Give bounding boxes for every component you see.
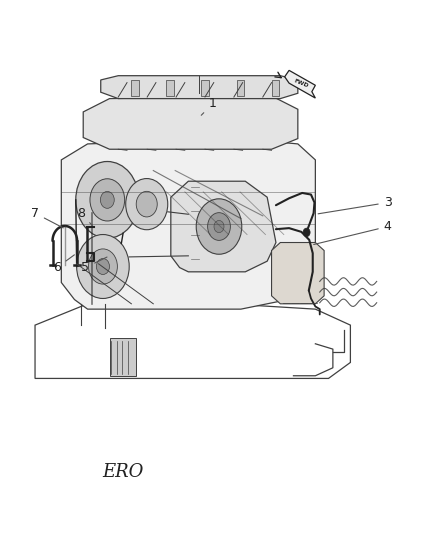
Bar [237, 80, 244, 96]
Text: 5: 5 [81, 257, 107, 274]
Polygon shape [101, 76, 298, 99]
Bar [110, 338, 136, 376]
Text: ERO: ERO [102, 463, 143, 481]
Circle shape [76, 161, 139, 238]
Text: FWD: FWD [293, 78, 309, 88]
Text: 1: 1 [201, 98, 216, 115]
Polygon shape [83, 96, 298, 149]
Polygon shape [285, 70, 315, 98]
Circle shape [196, 199, 242, 254]
Text: 7: 7 [31, 207, 63, 228]
Circle shape [96, 259, 110, 274]
Text: 6: 6 [53, 255, 74, 274]
Bar [131, 80, 139, 96]
Circle shape [90, 179, 125, 221]
Polygon shape [61, 139, 315, 309]
Circle shape [126, 179, 168, 230]
Bar [272, 80, 279, 96]
Circle shape [305, 286, 312, 295]
Circle shape [88, 249, 117, 284]
Text: 8: 8 [77, 207, 92, 225]
Circle shape [100, 191, 114, 208]
Circle shape [303, 228, 310, 237]
Text: 3: 3 [318, 196, 392, 214]
Polygon shape [272, 243, 324, 304]
Circle shape [214, 221, 224, 232]
Circle shape [136, 191, 157, 217]
Bar [201, 80, 209, 96]
Polygon shape [171, 181, 276, 272]
Bar [166, 80, 174, 96]
Text: 4: 4 [314, 220, 392, 245]
Circle shape [208, 213, 230, 240]
Circle shape [77, 235, 129, 298]
